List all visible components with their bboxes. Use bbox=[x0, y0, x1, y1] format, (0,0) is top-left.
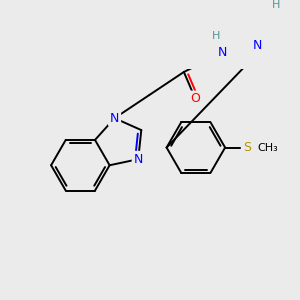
Text: N: N bbox=[218, 46, 227, 59]
Text: O: O bbox=[190, 92, 200, 105]
Text: CH₃: CH₃ bbox=[258, 142, 279, 153]
Text: N: N bbox=[252, 38, 262, 52]
Text: H: H bbox=[272, 0, 281, 10]
Text: N: N bbox=[134, 153, 143, 166]
Text: H: H bbox=[212, 31, 220, 41]
Text: N: N bbox=[110, 112, 119, 125]
Text: S: S bbox=[243, 141, 251, 154]
